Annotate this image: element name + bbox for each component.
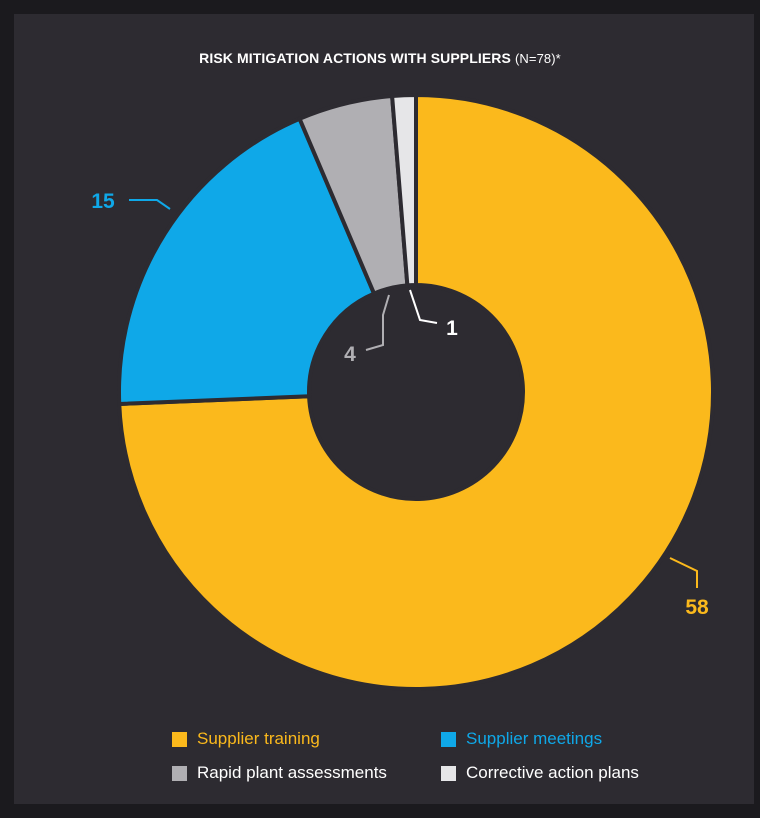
leader-line-supplier-meetings <box>129 199 171 210</box>
legend-swatch-rapid-plant-assessments <box>172 765 187 781</box>
legend-label-rapid-plant-assessments: Rapid plant assessments <box>197 763 387 782</box>
slice-corrective-action-plans <box>390 93 418 288</box>
data-label-supplier-training: 58 <box>685 596 709 619</box>
legend-item-supplier-meetings: Supplier meetings <box>441 728 602 750</box>
legend-label-corrective-action-plans: Corrective action plans <box>466 763 639 782</box>
slice-supplier-training <box>117 93 715 691</box>
legend-item-supplier-training: Supplier training <box>172 728 320 750</box>
legend-item-rapid-plant-assessments: Rapid plant assessments <box>172 762 387 784</box>
leader-line-corrective-action-plans <box>409 289 438 324</box>
legend-swatch-supplier-training <box>172 731 187 747</box>
legend-label-supplier-training: Supplier training <box>197 729 320 748</box>
data-label-rapid-plant-assessments: 4 <box>344 343 356 366</box>
legend-swatch-corrective-action-plans <box>441 765 456 781</box>
legend-swatch-supplier-meetings <box>441 731 456 747</box>
legend-item-corrective-action-plans: Corrective action plans <box>441 762 639 784</box>
data-label-corrective-action-plans: 1 <box>446 317 458 340</box>
chart-title-text: RISK MITIGATION ACTIONS WITH SUPPLIERS <box>199 50 511 66</box>
data-label-supplier-meetings: 15 <box>91 190 115 213</box>
leader-line-supplier-training <box>669 557 698 588</box>
slice-supplier-meetings <box>117 116 377 406</box>
leader-line-rapid-plant-assessments <box>365 294 390 351</box>
chart-subtitle: (N=78)* <box>514 51 561 66</box>
legend-label-supplier-meetings: Supplier meetings <box>466 729 603 748</box>
chart-title: RISK MITIGATION ACTIONS WITH SUPPLIERS (… <box>0 50 760 66</box>
